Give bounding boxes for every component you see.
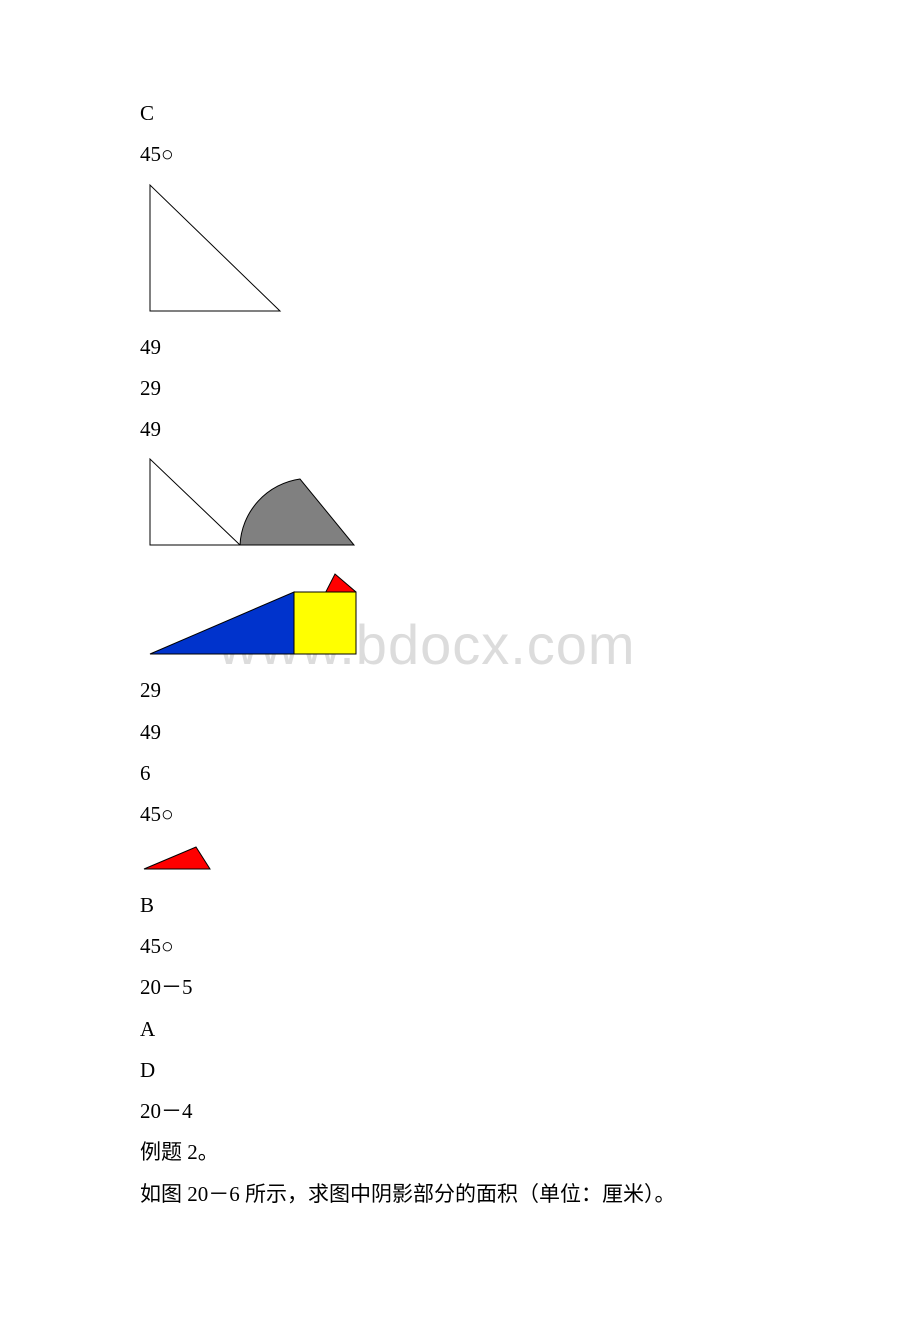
text-line: 45○ [140, 141, 780, 168]
text-line: C [140, 100, 780, 127]
text-line: 45○ [140, 933, 780, 960]
text-line: D [140, 1057, 780, 1084]
text-line: B [140, 892, 780, 919]
text-line: 49 [140, 719, 780, 746]
grey-sector [240, 479, 354, 545]
figure-colored-triangle [140, 568, 780, 663]
text-line: 20－4 [140, 1098, 780, 1125]
text-line: 49 [140, 334, 780, 361]
tri-sector-svg [140, 457, 360, 549]
example-prompt: 如图 20－6 所示，求图中阴影部分的面积（单位：厘米）。 [140, 1181, 780, 1208]
small-red-tri-svg [140, 843, 216, 873]
document-page: www.bdocx.com C 45○ 49 29 49 29 49 [0, 0, 920, 1342]
text-line: 49 [140, 416, 780, 443]
text-line: 20－5 [140, 974, 780, 1001]
text-line: 6 [140, 760, 780, 787]
red-small-triangle [144, 847, 210, 869]
example-heading: 例题 2。 [140, 1139, 780, 1166]
figure-right-triangle-1 [140, 183, 780, 320]
page-content: C 45○ 49 29 49 29 49 6 45○ [140, 100, 780, 1208]
triangle-svg [140, 183, 282, 315]
yellow-square [294, 592, 356, 654]
white-triangle [150, 459, 240, 545]
blue-triangle [150, 592, 294, 654]
figure-small-red-triangle [140, 843, 780, 878]
colored-tri-svg [140, 568, 430, 658]
text-line: A [140, 1016, 780, 1043]
text-line: 29 [140, 375, 780, 402]
text-line: 45○ [140, 801, 780, 828]
figure-triangle-with-sector [140, 457, 780, 554]
text-line: 29 [140, 677, 780, 704]
triangle-shape [150, 185, 280, 311]
